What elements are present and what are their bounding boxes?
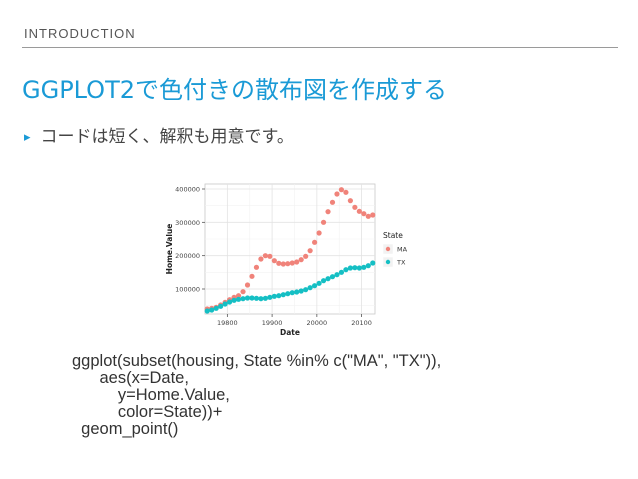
data-point-ma	[334, 191, 340, 197]
data-point-ma	[258, 256, 264, 262]
data-point-tx	[334, 272, 340, 278]
data-point-tx	[267, 294, 273, 300]
data-point-tx	[262, 295, 268, 301]
slide-title: GGPLOT2で色付きの散布図を作成する	[22, 76, 448, 104]
y-tick-label: 100000	[175, 286, 200, 294]
data-point-tx	[209, 307, 215, 313]
data-point-tx	[285, 291, 291, 297]
data-point-tx	[235, 296, 242, 302]
data-point-tx	[343, 267, 349, 273]
bullet-text: コードは短く、解釈も用意です。	[40, 127, 294, 147]
data-point-ma	[338, 187, 345, 193]
data-point-tx	[276, 293, 282, 299]
data-point-ma	[280, 261, 286, 267]
scatter-chart: 100000 200000 300000 400000 19800 19900 20000 2…	[160, 178, 420, 338]
bullet-marker-icon: ▸	[24, 130, 31, 145]
data-point-ma	[276, 260, 282, 266]
data-point-tx	[303, 287, 309, 293]
data-point-ma	[361, 211, 367, 217]
data-point-ma	[370, 212, 376, 218]
data-point-tx	[258, 296, 264, 302]
y-tick-label: 300000	[175, 219, 200, 227]
data-point-ma	[267, 253, 273, 259]
data-point-ma	[235, 293, 242, 299]
data-point-ma	[289, 260, 295, 266]
data-point-ma	[316, 230, 322, 236]
data-point-tx	[356, 265, 362, 271]
data-point-tx	[347, 265, 353, 271]
bullet-item: ▸ コードは短く、解釈も用意です。	[24, 122, 294, 147]
legend-symbol-ma	[385, 246, 391, 252]
x-tick-label: 19800	[217, 319, 238, 327]
data-point-tx	[289, 290, 295, 296]
data-point-tx	[338, 269, 345, 275]
data-point-ma	[249, 273, 255, 279]
data-point-tx	[253, 295, 260, 301]
code-snippet: ggplot(subset(housing, State %in% c("MA"…	[72, 352, 442, 438]
x-tick-label: 19900	[262, 319, 283, 327]
data-point-ma	[325, 209, 331, 215]
x-tick-label: 20100	[351, 319, 372, 327]
data-point-tx	[249, 295, 255, 301]
data-point-tx	[218, 303, 224, 309]
data-point-ma	[352, 204, 358, 210]
data-point-ma	[285, 261, 291, 267]
data-point-tx	[307, 285, 313, 291]
data-point-ma	[262, 253, 268, 259]
data-point-ma	[240, 289, 246, 295]
data-point-tx	[204, 308, 210, 314]
data-point-tx	[271, 293, 277, 299]
data-point-tx	[298, 288, 304, 294]
x-tick-label: 20000	[306, 319, 327, 327]
data-point-ma	[307, 248, 313, 254]
data-point-tx	[244, 295, 251, 301]
y-axis-title: Home.Value	[165, 224, 174, 275]
data-point-ma	[294, 259, 300, 265]
data-point-tx	[312, 283, 318, 289]
data-point-tx	[352, 265, 358, 271]
data-point-tx	[329, 274, 336, 280]
data-point-ma	[356, 208, 362, 214]
data-point-tx	[222, 301, 228, 307]
data-point-tx	[213, 305, 219, 311]
data-point-tx	[325, 276, 331, 282]
data-point-ma	[312, 239, 318, 245]
data-point-ma	[271, 258, 277, 264]
data-point-tx	[370, 260, 376, 266]
data-point-tx	[294, 289, 300, 295]
data-point-tx	[240, 296, 246, 302]
legend-symbol-tx	[385, 259, 391, 265]
legend-title: State	[383, 231, 403, 240]
data-point-ma	[329, 199, 336, 205]
data-point-tx	[227, 299, 233, 305]
data-point-tx	[365, 263, 371, 269]
section-label: INTRODUCTION	[24, 26, 136, 41]
data-point-tx	[316, 280, 322, 286]
data-point-tx	[231, 297, 237, 303]
data-point-tx	[361, 264, 367, 270]
data-point-ma	[303, 253, 309, 259]
scatter-chart-svg: 100000 200000 300000 400000 19800 19900 20000 2…	[165, 183, 408, 337]
header-divider	[22, 47, 618, 48]
legend-label: MA	[397, 246, 408, 254]
data-point-ma	[244, 282, 251, 288]
data-point-tx	[280, 292, 286, 298]
data-point-tx	[320, 278, 327, 284]
y-tick-label: 200000	[175, 252, 200, 260]
data-point-ma	[298, 257, 304, 263]
data-point-ma	[347, 198, 353, 204]
data-point-ma	[343, 189, 349, 195]
legend-label: TX	[396, 259, 406, 267]
data-point-ma	[320, 219, 327, 225]
data-point-ma	[253, 264, 260, 270]
y-tick-label: 400000	[175, 186, 200, 194]
data-point-ma	[365, 213, 371, 219]
x-axis-title: Date	[280, 328, 300, 337]
